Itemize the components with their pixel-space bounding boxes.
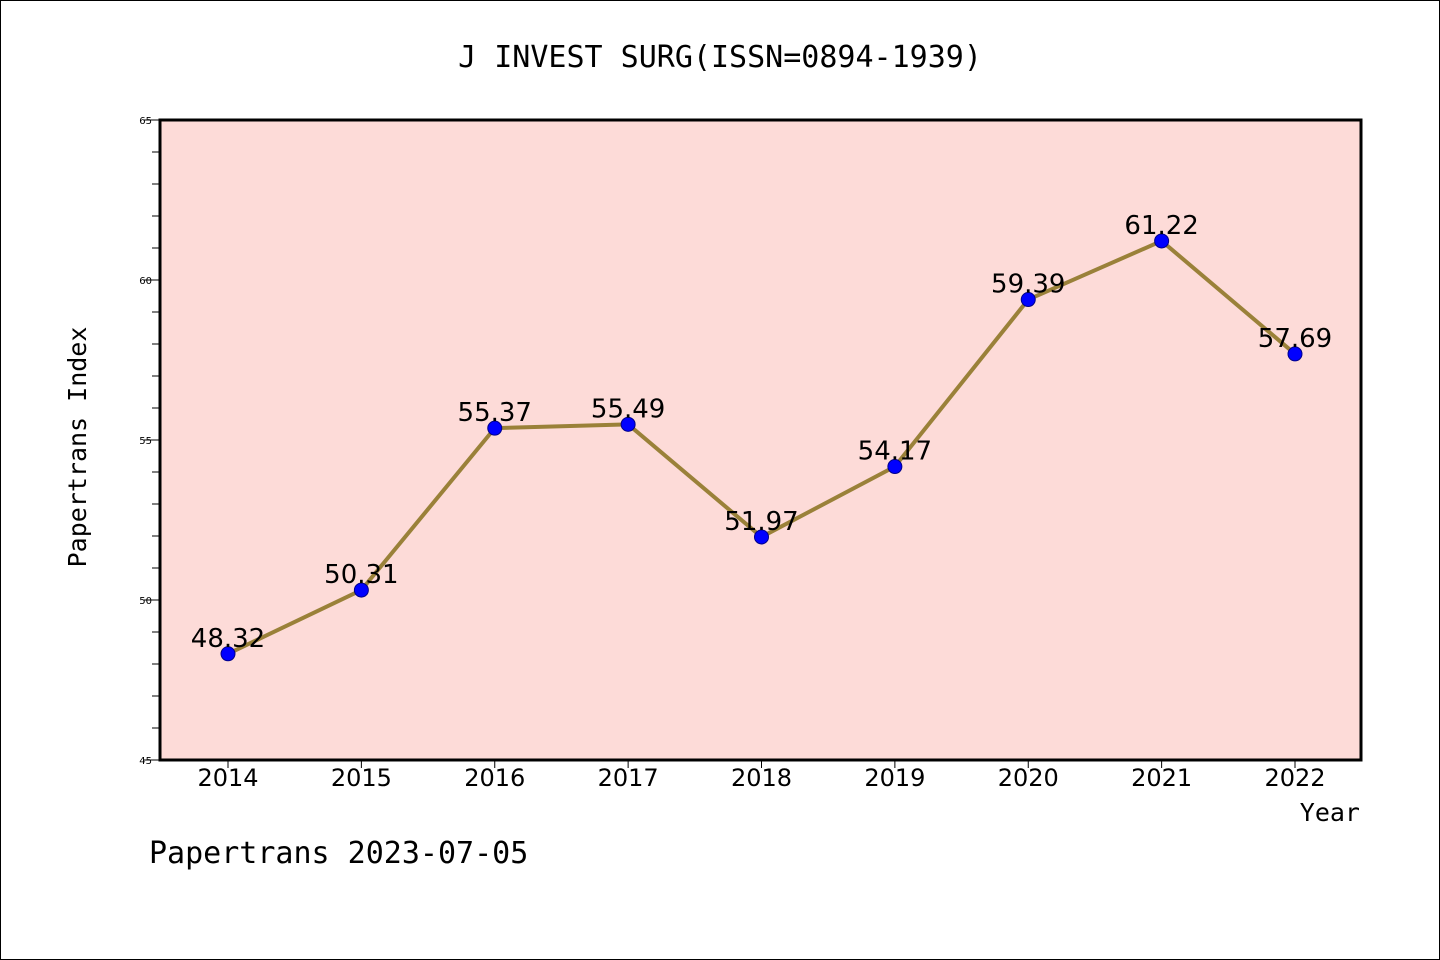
data-label: 48.32 — [191, 624, 265, 654]
x-tick-label: 2015 — [331, 764, 392, 792]
x-tick-label: 2017 — [598, 764, 659, 792]
chart-title: J INVEST SURG(ISSN=0894-1939) — [458, 40, 982, 75]
y-axis: 45 50 55 60 65 — [139, 116, 160, 767]
data-point — [887, 459, 903, 475]
y-tick-label: 60 — [139, 276, 152, 287]
x-tick-label: 2018 — [731, 764, 792, 792]
y-axis-title: Papertrans Index — [63, 327, 92, 568]
x-axis: 2014 2015 2016 2017 2018 2019 2020 2021 2022 — [197, 760, 1326, 792]
y-tick-label: 55 — [139, 436, 152, 447]
data-label: 50.31 — [324, 560, 398, 590]
data-label: 59.39 — [991, 270, 1065, 300]
x-tick-label: 2022 — [1264, 764, 1325, 792]
data-point — [1287, 346, 1303, 362]
x-tick-label: 2014 — [197, 764, 258, 792]
data-label: 55.49 — [591, 394, 665, 424]
x-tick-label: 2016 — [464, 764, 525, 792]
data-point — [487, 420, 503, 436]
y-tick-label: 65 — [139, 116, 152, 127]
data-point — [1020, 292, 1036, 308]
footer-text: Papertrans 2023-07-05 — [149, 836, 528, 871]
data-point — [353, 582, 369, 598]
data-point — [754, 529, 769, 545]
y-tick-label: 50 — [139, 596, 152, 607]
data-point — [620, 416, 636, 432]
data-label: 54.17 — [858, 437, 932, 467]
data-labels: 48.32 50.31 55.37 55.49 51.97 54.17 59.39 61.22… — [191, 211, 1332, 654]
x-tick-label: 2020 — [998, 764, 1059, 792]
y-tick-label: 45 — [139, 756, 152, 767]
x-tick-label: 2019 — [864, 764, 925, 792]
data-points — [220, 233, 1303, 662]
data-label: 61.22 — [1124, 211, 1198, 241]
data-label: 57.69 — [1258, 324, 1332, 354]
x-tick-label: 2021 — [1131, 764, 1192, 792]
data-point — [220, 646, 236, 662]
data-label: 55.37 — [458, 398, 532, 428]
x-axis-title: Year — [1300, 798, 1360, 827]
data-point — [1154, 233, 1170, 249]
data-label: 51.97 — [724, 507, 798, 537]
plot-area — [158, 118, 1363, 762]
